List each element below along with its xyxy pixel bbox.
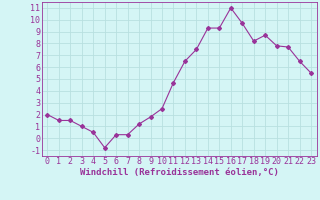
X-axis label: Windchill (Refroidissement éolien,°C): Windchill (Refroidissement éolien,°C) xyxy=(80,168,279,177)
